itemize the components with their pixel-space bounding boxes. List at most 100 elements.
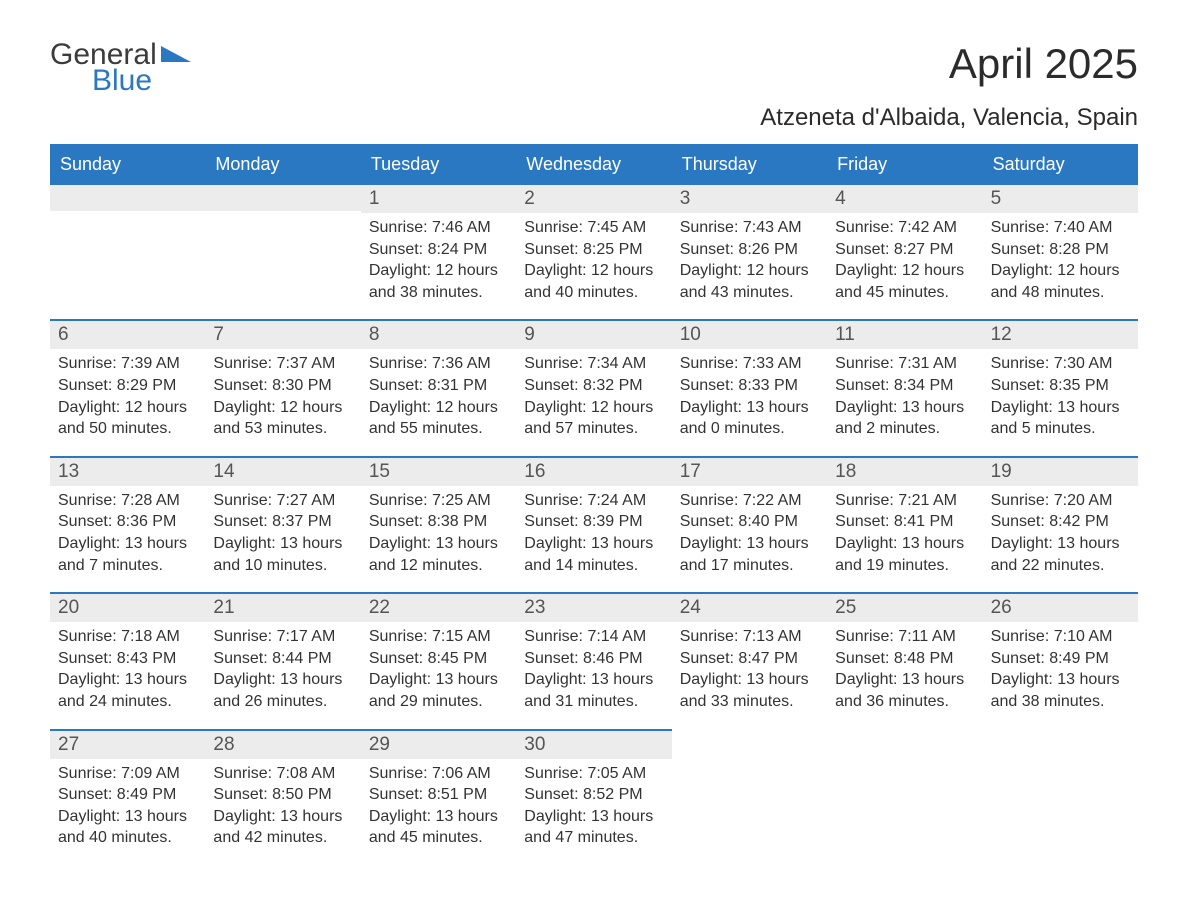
day-number: 11 — [827, 319, 982, 349]
daylight-label: Daylight: — [680, 671, 742, 688]
sunrise-label: Sunrise: — [213, 492, 272, 509]
sunrise-line: Sunrise: 7:43 AM — [680, 217, 819, 239]
calendar-cell: 12Sunrise: 7:30 AMSunset: 8:35 PMDayligh… — [983, 319, 1138, 455]
sunrise-label: Sunrise: — [680, 219, 739, 236]
calendar-cell — [50, 183, 205, 319]
daylight-line: Daylight: 12 hours and 40 minutes. — [524, 260, 663, 303]
day-details: Sunrise: 7:06 AMSunset: 8:51 PMDaylight:… — [361, 759, 516, 865]
sunrise-line: Sunrise: 7:45 AM — [524, 217, 663, 239]
day-number: 1 — [361, 183, 516, 213]
calendar-cell: 19Sunrise: 7:20 AMSunset: 8:42 PMDayligh… — [983, 456, 1138, 592]
location-subtitle: Atzeneta d'Albaida, Valencia, Spain — [50, 104, 1138, 132]
calendar-cell — [983, 729, 1138, 865]
sunset-line: Sunset: 8:24 PM — [369, 239, 508, 261]
day-number: 16 — [516, 456, 671, 486]
daylight-line: Daylight: 12 hours and 38 minutes. — [369, 260, 508, 303]
sunset-value: 8:31 PM — [428, 377, 488, 394]
day-number: 3 — [672, 183, 827, 213]
calendar-cell: 4Sunrise: 7:42 AMSunset: 8:27 PMDaylight… — [827, 183, 982, 319]
daylight-label: Daylight: — [524, 399, 586, 416]
sunrise-label: Sunrise: — [835, 219, 894, 236]
daylight-line: Daylight: 12 hours and 55 minutes. — [369, 397, 508, 440]
sunrise-value: 7:43 AM — [743, 219, 802, 236]
sunset-line: Sunset: 8:40 PM — [680, 511, 819, 533]
daylight-line: Daylight: 13 hours and 26 minutes. — [213, 669, 352, 712]
sunset-label: Sunset: — [835, 241, 889, 258]
day-number — [50, 183, 205, 211]
sunset-line: Sunset: 8:49 PM — [991, 648, 1130, 670]
sunrise-line: Sunrise: 7:31 AM — [835, 353, 974, 375]
sunset-line: Sunset: 8:44 PM — [213, 648, 352, 670]
day-details: Sunrise: 7:46 AMSunset: 8:24 PMDaylight:… — [361, 213, 516, 319]
sunrise-value: 7:06 AM — [432, 765, 491, 782]
sunrise-value: 7:17 AM — [277, 628, 336, 645]
sunrise-line: Sunrise: 7:25 AM — [369, 490, 508, 512]
daylight-line: Daylight: 12 hours and 45 minutes. — [835, 260, 974, 303]
calendar-cell: 5Sunrise: 7:40 AMSunset: 8:28 PMDaylight… — [983, 183, 1138, 319]
sunset-value: 8:36 PM — [117, 513, 177, 530]
sunrise-line: Sunrise: 7:42 AM — [835, 217, 974, 239]
sunset-line: Sunset: 8:49 PM — [58, 784, 197, 806]
daylight-label: Daylight: — [524, 808, 586, 825]
sunset-value: 8:24 PM — [428, 241, 488, 258]
sunset-value: 8:33 PM — [738, 377, 798, 394]
day-details: Sunrise: 7:11 AMSunset: 8:48 PMDaylight:… — [827, 622, 982, 728]
calendar-cell — [205, 183, 360, 319]
sunset-value: 8:29 PM — [117, 377, 177, 394]
sunset-label: Sunset: — [369, 377, 423, 394]
day-number: 10 — [672, 319, 827, 349]
daylight-line: Daylight: 13 hours and 22 minutes. — [991, 533, 1130, 576]
calendar-cell: 9Sunrise: 7:34 AMSunset: 8:32 PMDaylight… — [516, 319, 671, 455]
daylight-line: Daylight: 13 hours and 12 minutes. — [369, 533, 508, 576]
daylight-line: Daylight: 13 hours and 29 minutes. — [369, 669, 508, 712]
day-details: Sunrise: 7:36 AMSunset: 8:31 PMDaylight:… — [361, 349, 516, 455]
daylight-label: Daylight: — [58, 671, 120, 688]
sunset-label: Sunset: — [680, 241, 734, 258]
daylight-line: Daylight: 13 hours and 33 minutes. — [680, 669, 819, 712]
sunrise-label: Sunrise: — [58, 355, 117, 372]
sunset-value: 8:26 PM — [738, 241, 798, 258]
sunrise-label: Sunrise: — [524, 628, 583, 645]
day-details: Sunrise: 7:33 AMSunset: 8:33 PMDaylight:… — [672, 349, 827, 455]
day-number — [672, 729, 827, 757]
calendar-cell: 29Sunrise: 7:06 AMSunset: 8:51 PMDayligh… — [361, 729, 516, 865]
day-number: 30 — [516, 729, 671, 759]
day-details: Sunrise: 7:24 AMSunset: 8:39 PMDaylight:… — [516, 486, 671, 592]
sunset-line: Sunset: 8:32 PM — [524, 375, 663, 397]
sunset-line: Sunset: 8:33 PM — [680, 375, 819, 397]
day-number: 15 — [361, 456, 516, 486]
daylight-label: Daylight: — [58, 399, 120, 416]
day-number — [983, 729, 1138, 757]
day-number: 18 — [827, 456, 982, 486]
sunrise-value: 7:25 AM — [432, 492, 491, 509]
sunrise-label: Sunrise: — [680, 628, 739, 645]
day-number: 17 — [672, 456, 827, 486]
sunrise-label: Sunrise: — [835, 355, 894, 372]
sunrise-line: Sunrise: 7:09 AM — [58, 763, 197, 785]
sunrise-value: 7:34 AM — [587, 355, 646, 372]
day-header: Tuesday — [361, 146, 516, 183]
sunrise-label: Sunrise: — [991, 628, 1050, 645]
sunset-value: 8:34 PM — [894, 377, 954, 394]
daylight-line: Daylight: 13 hours and 7 minutes. — [58, 533, 197, 576]
day-number: 8 — [361, 319, 516, 349]
day-details: Sunrise: 7:10 AMSunset: 8:49 PMDaylight:… — [983, 622, 1138, 728]
day-details: Sunrise: 7:18 AMSunset: 8:43 PMDaylight:… — [50, 622, 205, 728]
sunrise-value: 7:20 AM — [1054, 492, 1113, 509]
daylight-label: Daylight: — [835, 262, 897, 279]
sunset-label: Sunset: — [58, 786, 112, 803]
calendar-cell: 15Sunrise: 7:25 AMSunset: 8:38 PMDayligh… — [361, 456, 516, 592]
day-details: Sunrise: 7:37 AMSunset: 8:30 PMDaylight:… — [205, 349, 360, 455]
calendar-grid: SundayMondayTuesdayWednesdayThursdayFrid… — [50, 144, 1138, 865]
sunset-value: 8:42 PM — [1049, 513, 1109, 530]
daylight-label: Daylight: — [213, 399, 275, 416]
sunrise-label: Sunrise: — [213, 355, 272, 372]
sunset-line: Sunset: 8:35 PM — [991, 375, 1130, 397]
calendar-cell: 6Sunrise: 7:39 AMSunset: 8:29 PMDaylight… — [50, 319, 205, 455]
day-details: Sunrise: 7:34 AMSunset: 8:32 PMDaylight:… — [516, 349, 671, 455]
day-details: Sunrise: 7:40 AMSunset: 8:28 PMDaylight:… — [983, 213, 1138, 319]
sunset-value: 8:35 PM — [1049, 377, 1109, 394]
calendar-cell: 17Sunrise: 7:22 AMSunset: 8:40 PMDayligh… — [672, 456, 827, 592]
sunset-label: Sunset: — [369, 650, 423, 667]
sunset-value: 8:25 PM — [583, 241, 643, 258]
